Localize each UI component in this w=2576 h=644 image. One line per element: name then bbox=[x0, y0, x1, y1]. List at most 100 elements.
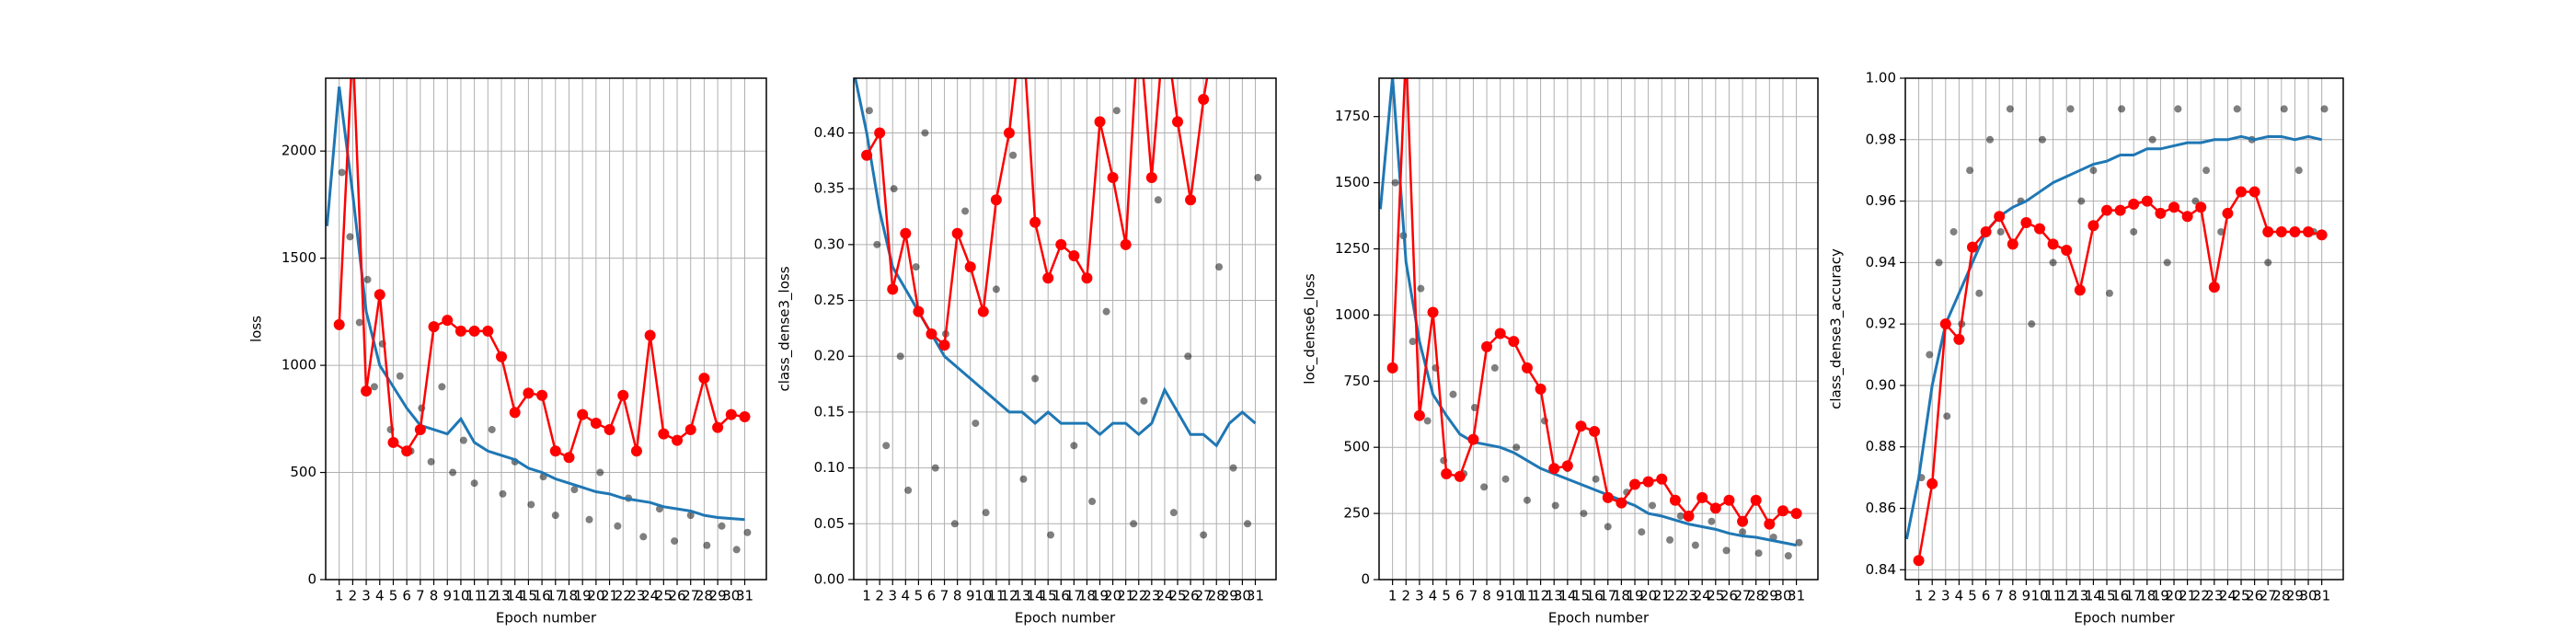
marker bbox=[2155, 207, 2167, 219]
axes-frame bbox=[325, 77, 767, 581]
scatter-point bbox=[1754, 549, 1763, 558]
scatter-point bbox=[1070, 442, 1078, 450]
marker bbox=[913, 305, 925, 317]
marker bbox=[725, 408, 737, 420]
marker bbox=[2128, 198, 2140, 210]
marker bbox=[2141, 195, 2153, 207]
marker bbox=[1107, 172, 1119, 184]
x-tick-label: 28 bbox=[1208, 588, 1225, 604]
marker bbox=[887, 283, 899, 295]
x-tick-label: 16 bbox=[534, 588, 551, 604]
scatter-point bbox=[1784, 552, 1792, 560]
marker bbox=[1441, 467, 1453, 479]
scatter-point bbox=[1449, 390, 1457, 398]
y-tick-label: 0.25 bbox=[814, 292, 845, 308]
marker bbox=[590, 417, 602, 429]
x-tick-label: 21 bbox=[1117, 588, 1134, 604]
marker bbox=[900, 227, 912, 239]
subplot: 1 2 3 4 5 6 7 8 9 1011121314151617181920212223242… bbox=[1302, 77, 1819, 627]
marker bbox=[1481, 340, 1493, 352]
marker bbox=[333, 318, 345, 330]
scatter-point bbox=[1031, 374, 1040, 383]
marker bbox=[347, 39, 358, 50]
x-tick-label: 15 bbox=[1572, 588, 1590, 604]
scatter-point bbox=[1490, 363, 1499, 372]
x-tick-label: 17 bbox=[1065, 588, 1083, 604]
scatter-point bbox=[1666, 535, 1674, 544]
scatter-point bbox=[1409, 338, 1417, 346]
scatter-point bbox=[1512, 443, 1521, 452]
x-tick-label: 24 bbox=[2219, 588, 2237, 604]
subplot: 1 2 3 4 5 6 7 8 9 1011121314151617181920212223242… bbox=[1828, 70, 2344, 627]
scatter-point bbox=[1019, 475, 1028, 483]
scatter-point bbox=[931, 464, 939, 472]
marker bbox=[2208, 282, 2220, 293]
marker bbox=[2316, 229, 2328, 241]
marker bbox=[2289, 225, 2301, 237]
x-tick-label: 16 bbox=[1052, 588, 1070, 604]
marker bbox=[442, 315, 454, 327]
marker bbox=[630, 445, 642, 457]
x-tick-label: 14 bbox=[1558, 588, 1576, 604]
marker bbox=[1790, 508, 1802, 520]
scatter-point bbox=[2118, 105, 2126, 113]
plot-area bbox=[1905, 105, 2329, 567]
x-tick-label: 4 bbox=[902, 588, 911, 604]
marker bbox=[1120, 238, 1132, 250]
marker bbox=[2236, 186, 2248, 198]
x-tick-label: 9 bbox=[966, 588, 975, 604]
marker bbox=[1427, 306, 1439, 318]
x-tick-label: 15 bbox=[2098, 588, 2115, 604]
y-tick-label: 0.30 bbox=[814, 236, 845, 252]
x-tick-label: 29 bbox=[709, 588, 727, 604]
scatter-point bbox=[1739, 528, 1747, 536]
scatter-point bbox=[1985, 135, 1994, 144]
scatter-point bbox=[551, 512, 559, 520]
x-tick-label: 18 bbox=[2138, 588, 2156, 604]
x-tick-label: 19 bbox=[1626, 588, 1643, 604]
scatter-point bbox=[614, 522, 622, 530]
marker bbox=[428, 321, 440, 333]
marker bbox=[2262, 225, 2274, 237]
marker bbox=[1548, 463, 1560, 475]
x-tick-label: 26 bbox=[668, 588, 685, 604]
x-tick-label: 23 bbox=[2205, 588, 2223, 604]
x-tick-label: 13 bbox=[492, 588, 510, 604]
marker bbox=[1967, 241, 1979, 253]
scatter-point bbox=[427, 457, 435, 466]
x-tick-label: 30 bbox=[1234, 588, 1251, 604]
marker bbox=[1683, 510, 1695, 522]
marker bbox=[536, 389, 548, 401]
x-tick-label: 29 bbox=[1221, 588, 1238, 604]
x-tick-label: 12 bbox=[2058, 588, 2076, 604]
x-tick-label: 3 bbox=[888, 588, 897, 604]
x-tick-label: 10 bbox=[974, 588, 992, 604]
marker bbox=[1211, 16, 1222, 27]
x-tick-label: 6 bbox=[402, 588, 411, 604]
x-tick-label: 31 bbox=[2313, 588, 2330, 604]
x-tick-label: 28 bbox=[2272, 588, 2290, 604]
marker bbox=[1454, 470, 1466, 482]
scatter-point bbox=[992, 285, 1000, 293]
scatter-point bbox=[2320, 105, 2329, 113]
marker bbox=[1133, 16, 1144, 27]
marker bbox=[2047, 238, 2059, 250]
scatter-point bbox=[1943, 412, 1951, 420]
scatter-point bbox=[2191, 197, 2200, 205]
y-tick-label: 1.00 bbox=[1866, 70, 1896, 86]
scatter-point bbox=[873, 240, 881, 248]
scatter-point bbox=[1391, 178, 1399, 187]
marker bbox=[604, 423, 615, 435]
x-tick-label: 20 bbox=[587, 588, 604, 604]
y-tick-label: 0 bbox=[307, 571, 316, 588]
y-axis-label: class_dense3_loss bbox=[776, 266, 794, 391]
scatter-point bbox=[2089, 167, 2098, 175]
y-tick-label: 0.84 bbox=[1866, 561, 1896, 578]
y-tick-label: 500 bbox=[1343, 439, 1370, 455]
scatter-point bbox=[671, 537, 679, 546]
x-tick-label: 8 bbox=[1482, 588, 1491, 604]
x-tick-label: 26 bbox=[1182, 588, 1200, 604]
x-tick-label: 9 bbox=[2022, 588, 2031, 604]
scatter-point bbox=[972, 420, 980, 428]
x-tick-label: 22 bbox=[2192, 588, 2210, 604]
